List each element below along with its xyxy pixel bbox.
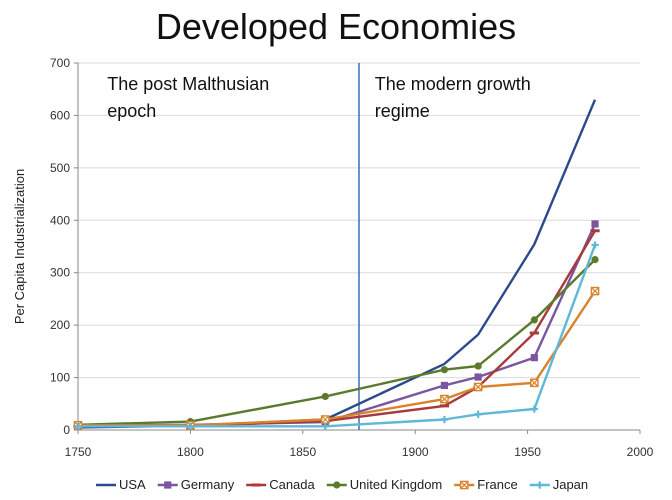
data-point: [591, 256, 599, 264]
legend-item: Japan: [529, 477, 588, 492]
data-point: [530, 316, 538, 324]
annotation-text: The post Malthusian: [107, 74, 269, 94]
data-point: [591, 241, 599, 249]
y-axis-title: Per Capita Industrialization: [12, 169, 27, 324]
data-point: [530, 405, 538, 413]
annotation-text: epoch: [107, 101, 156, 121]
legend-label: Canada: [269, 477, 315, 492]
data-point: [333, 481, 341, 489]
y-tick-label: 200: [50, 318, 70, 332]
x-tick-label: 1800: [177, 445, 204, 459]
series-line: [78, 290, 597, 427]
chart-title: Developed Economies: [155, 6, 517, 47]
data-point: [440, 381, 449, 390]
annotations: The post Malthusian epoch The modern growt…: [107, 74, 531, 121]
annotation-text: The modern growth: [375, 74, 531, 94]
y-tick-label: 500: [50, 161, 70, 175]
data-point: [440, 415, 449, 424]
data-point-detail: [530, 378, 539, 387]
legend-label: Japan: [553, 477, 588, 492]
series-japan: [74, 241, 599, 430]
series-line: [77, 258, 596, 426]
data-point: [74, 422, 82, 430]
series-group: [73, 99, 600, 430]
data-point: [536, 481, 544, 489]
y-tick-label: 700: [50, 56, 70, 70]
data-point: [186, 422, 194, 430]
x-tick-label: 1850: [289, 445, 316, 459]
data-point: [321, 392, 329, 401]
x-tick-label: 1750: [65, 445, 92, 459]
data-point: [440, 366, 449, 374]
data-point: [474, 373, 482, 381]
legend-label: Germany: [181, 477, 235, 492]
series-france: [73, 286, 600, 430]
x-tick-label: 2000: [627, 445, 654, 459]
data-point: [474, 410, 482, 418]
data-point: [321, 422, 329, 430]
data-point: [164, 481, 172, 489]
data-point: [530, 354, 538, 362]
data-point-detail: [321, 415, 330, 424]
data-point-detail: [460, 480, 469, 490]
x-tick-label: 1900: [402, 445, 429, 459]
y-tick-label: 300: [50, 266, 70, 280]
legend-label: France: [477, 477, 517, 492]
y-tick-label: 0: [63, 423, 70, 437]
legend-item: France: [454, 477, 518, 492]
data-point: [474, 362, 482, 370]
series-united-kingdom: [74, 256, 599, 429]
x-tick-label: 1950: [514, 445, 541, 459]
legend-item: Germany: [157, 477, 235, 492]
data-point-detail: [591, 287, 600, 296]
y-tick-label: 600: [50, 108, 70, 122]
legend-item: Canada: [246, 477, 316, 492]
y-tick-label: 100: [50, 371, 70, 385]
data-point-detail: [440, 395, 449, 404]
y-tick-label: 400: [50, 213, 70, 227]
series-line: [77, 230, 597, 428]
series-usa: [77, 99, 597, 429]
series-line: [77, 99, 597, 429]
legend: USA Germany Canada United Kingdom France Japa…: [96, 477, 588, 492]
legend-label: USA: [119, 477, 146, 492]
legend-item: USA: [96, 477, 146, 492]
data-point: [591, 220, 599, 228]
axes: [74, 62, 641, 434]
legend-item: United Kingdom: [326, 477, 443, 492]
legend-label: United Kingdom: [350, 477, 443, 492]
series-canada: [73, 229, 600, 428]
annotation-text: regime: [375, 101, 430, 121]
data-point-detail: [474, 382, 483, 392]
tick-labels: 0 100 200 300 400 500 600 700 1750 1800 1850 1900 19…: [12, 56, 654, 459]
